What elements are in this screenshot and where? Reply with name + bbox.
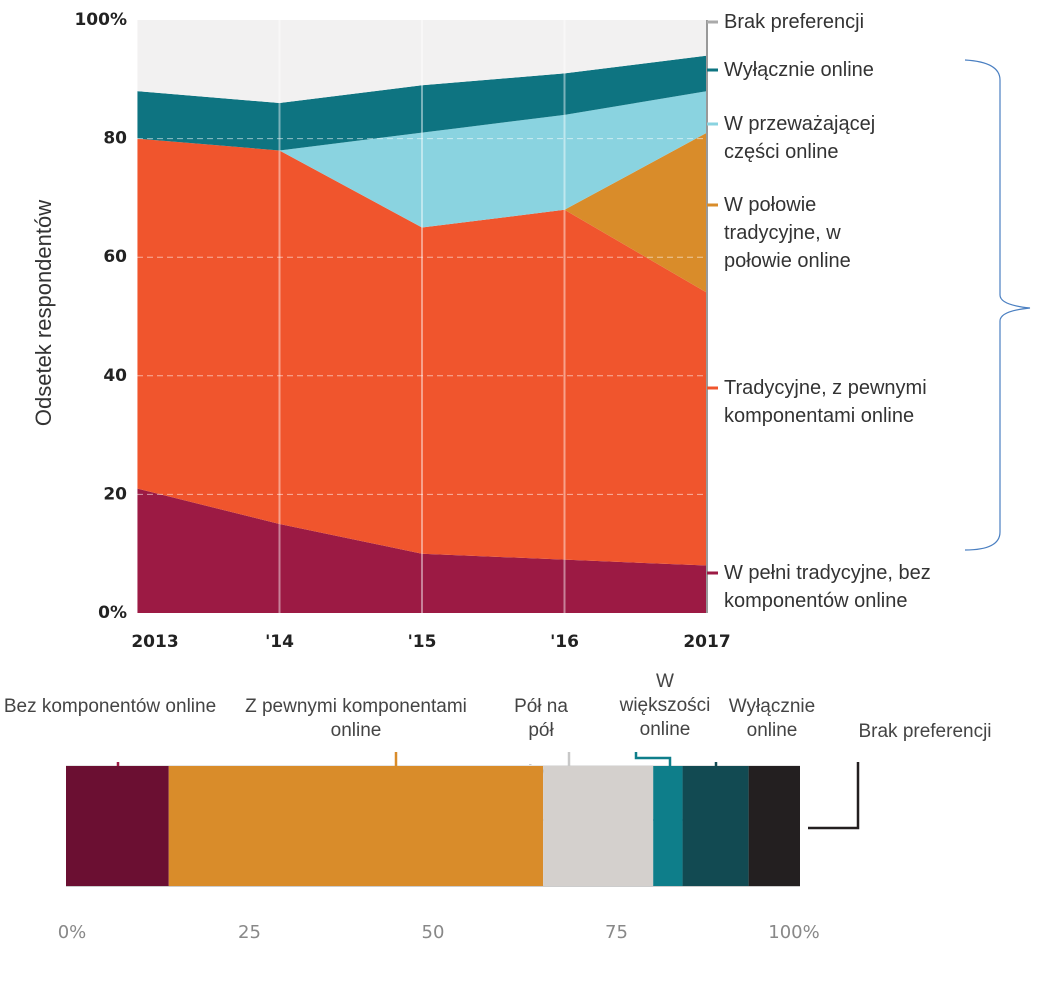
area bbox=[137, 138, 707, 566]
bar-segment bbox=[653, 766, 683, 886]
category-label: Pół na pół bbox=[514, 696, 568, 741]
area bbox=[137, 20, 707, 104]
y-axis-label: Odsetek respondentów bbox=[31, 200, 56, 426]
legend-label: W połowie tradycyjne, w połowie online bbox=[724, 194, 851, 272]
x-tick-label: 25 bbox=[238, 922, 261, 943]
legend-label: Tradycyjne, z pewnymi komponentami onlin… bbox=[724, 377, 927, 427]
area bbox=[137, 488, 707, 613]
x-tick-label: '16 bbox=[550, 632, 579, 652]
y-tick-label: 40 bbox=[103, 366, 127, 386]
bar-segment bbox=[543, 766, 654, 886]
x-tick-label: 2017 bbox=[683, 632, 730, 652]
bar-segment bbox=[682, 766, 749, 886]
bar-segment bbox=[66, 766, 169, 886]
x-tick-label: 100% bbox=[768, 922, 819, 943]
legend-label: Brak preferencji bbox=[724, 11, 865, 33]
bar-segment bbox=[748, 766, 800, 886]
x-tick-label: 2013 bbox=[131, 632, 178, 652]
x-tick-label: 50 bbox=[422, 922, 445, 943]
y-tick-label: 100% bbox=[74, 10, 127, 30]
y-tick-label: 60 bbox=[103, 247, 127, 267]
x-tick-label: 0% bbox=[58, 922, 87, 943]
y-tick-label: 0% bbox=[98, 603, 127, 623]
area bbox=[137, 132, 707, 293]
x-tick-label: '14 bbox=[265, 632, 294, 652]
legend-label: W przeważającej części online bbox=[724, 113, 876, 163]
legend-label: W pełni tradycyjne, bez komponentów onli… bbox=[724, 562, 931, 612]
area-layer bbox=[137, 20, 707, 613]
area bbox=[137, 91, 707, 228]
bar-segment bbox=[168, 766, 544, 886]
x-tick-label: '15 bbox=[408, 632, 437, 652]
y-tick-label: 80 bbox=[103, 129, 127, 149]
brace bbox=[964, 59, 1031, 551]
category-label: Wyłącznie online bbox=[728, 696, 816, 741]
legend-label: Wyłącznie online bbox=[724, 59, 874, 81]
category-label: W większości online bbox=[619, 671, 711, 740]
category-label: Z pewnymi komponentami online bbox=[245, 696, 467, 741]
category-label: Bez komponentów online bbox=[3, 696, 217, 717]
x-tick-label: 75 bbox=[605, 922, 628, 943]
category-label: Brak preferencji bbox=[858, 721, 992, 742]
area bbox=[137, 55, 707, 151]
y-tick-label: 20 bbox=[103, 484, 127, 504]
